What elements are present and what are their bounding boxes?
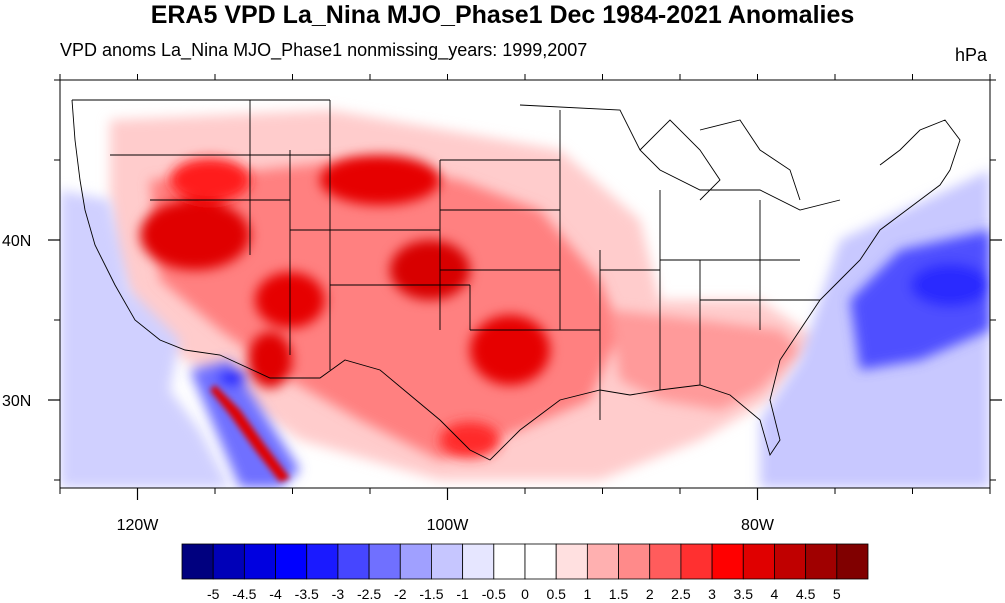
colorbar-swatch	[462, 543, 495, 580]
colorbar-label: 2	[645, 586, 654, 602]
colorbar-swatch	[181, 543, 214, 580]
colorbar-label: -1	[456, 586, 469, 602]
colorbar-swatch	[649, 543, 682, 580]
baja-red-streak	[210, 385, 290, 482]
colorbar-label: -4.5	[232, 586, 257, 602]
colorbar-swatch	[618, 543, 651, 580]
great-lakes	[639, 119, 801, 201]
colorbar-label: -3.5	[294, 586, 319, 602]
anomaly-field	[60, 80, 990, 488]
colorbar-label: -0.5	[481, 586, 506, 602]
colorbar-label: 3.5	[733, 586, 753, 602]
x-tick-label: 120W	[117, 517, 160, 534]
colorbar-swatch	[805, 543, 838, 580]
colorbar-label: -3	[331, 586, 345, 602]
y-tick-label: 30N	[2, 393, 31, 410]
colorbar-swatch	[243, 543, 276, 580]
map-title: ERA5 VPD La_Nina MJO_Phase1 Dec 1984-202…	[150, 1, 855, 29]
colorbar-label: -2	[394, 586, 407, 602]
colorbar-swatch	[306, 543, 339, 580]
colorbar-swatch	[493, 543, 526, 580]
mid-red-area	[150, 160, 620, 460]
axis-ticks: 120W 100W 80W 40N 30N	[2, 74, 1002, 534]
colorbar-label: -5	[206, 586, 220, 602]
southeast-red-area	[610, 310, 800, 410]
colorbar-label: 0.5	[546, 586, 566, 602]
units-label: hPa	[954, 45, 987, 65]
idaho-hotspot	[170, 158, 250, 202]
colorbar-swatch	[275, 543, 308, 580]
x-tick-label: 80W	[741, 517, 775, 534]
wyoming-hotspot	[320, 155, 440, 205]
colorbar-swatch	[836, 543, 869, 580]
colorbar-swatch	[337, 543, 370, 580]
colorbar-swatch	[212, 543, 245, 580]
colorbar-label: 4	[770, 586, 779, 602]
colorbar	[181, 543, 869, 580]
colorbar-label: 4.5	[795, 586, 816, 602]
colorbar-label: 0	[521, 586, 529, 602]
colorbar-label: 1	[583, 586, 592, 602]
colorbar-label: 2.5	[671, 586, 691, 602]
sonora-hotspot	[248, 332, 292, 388]
atlantic-core-blue	[910, 263, 990, 307]
colorbar-swatch	[368, 543, 401, 580]
colorbar-swatch	[431, 543, 464, 580]
colorbar-label: 5	[832, 586, 841, 602]
map-subtitle: VPD anoms La_Nina MJO_Phase1 nonmissing_…	[60, 40, 588, 60]
x-tick-label: 100W	[427, 517, 470, 534]
nevada-hotspot	[140, 200, 250, 270]
colorbar-label: -2.5	[357, 586, 382, 602]
gulf-california-core	[218, 370, 246, 386]
colorbar-label: -4	[269, 586, 282, 602]
colorbar-swatch	[711, 543, 744, 580]
colorbar-swatch	[742, 543, 775, 580]
texas-hotspot	[470, 315, 550, 385]
colorbar-label: 1.5	[608, 586, 629, 602]
colorbar-swatch	[774, 543, 807, 580]
boundaries	[71, 99, 961, 461]
colorbar-swatch	[586, 543, 619, 580]
colorbar-swatch	[399, 543, 432, 580]
south-texas-hotspot	[440, 422, 500, 458]
y-tick-label: 40N	[2, 233, 31, 250]
state-borders	[72, 99, 841, 420]
colorbar-swatch	[524, 543, 557, 580]
coastline	[71, 99, 961, 461]
colorbar-label: -1.5	[419, 586, 444, 602]
mid-positive-region	[150, 160, 800, 460]
baja-streak	[210, 385, 290, 482]
colorbar-swatch	[680, 543, 713, 580]
pacific-blue-area	[60, 190, 230, 488]
colorbar-swatch	[555, 543, 588, 580]
colorbar-label: 3	[708, 586, 716, 602]
